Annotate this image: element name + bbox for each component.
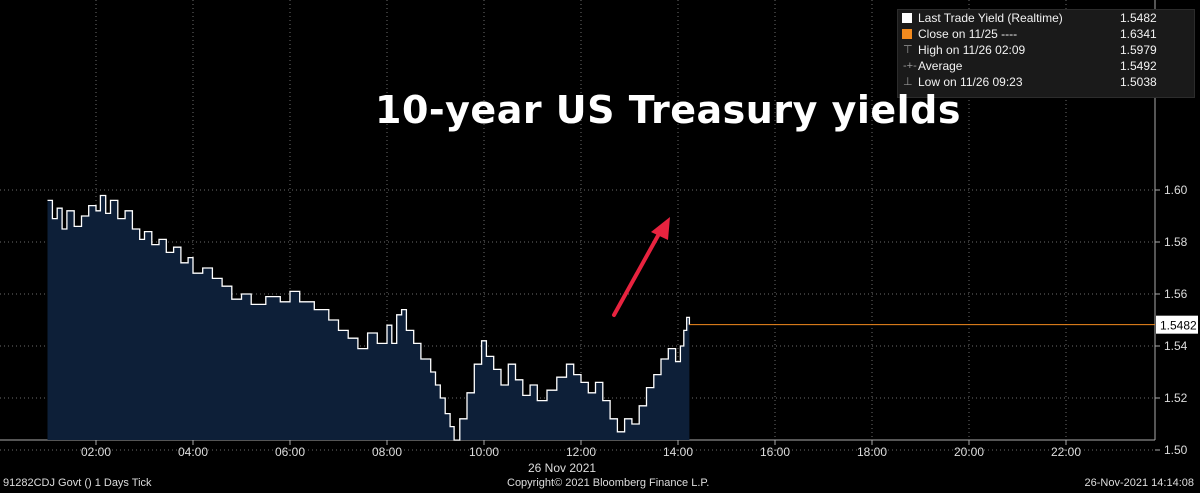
legend-label: Last Trade Yield (Realtime) [918, 11, 1063, 25]
legend-item-close: Close on 11/25 ---- 1.6341 [898, 26, 1194, 42]
legend-value: 1.5492 [1120, 59, 1157, 73]
x-tick-label: 06:00 [275, 445, 305, 459]
x-tick-label: 16:00 [760, 445, 790, 459]
x-tick-label: 14:00 [663, 445, 693, 459]
y-axis: 1.50 1.52 1.54 1.56 1.58 1.60 [1155, 183, 1188, 457]
x-tick-label: 04:00 [178, 445, 208, 459]
arrow-head [651, 217, 670, 240]
legend-value: 1.5038 [1120, 75, 1157, 89]
x-tick-label: 18:00 [857, 445, 887, 459]
x-tick-label: 20:00 [954, 445, 984, 459]
timestamp: 26-Nov-2021 14:14:08 [1084, 477, 1194, 489]
x-axis-date-label: 26 Nov 2021 [528, 461, 597, 475]
last-value-badge-bg [1156, 315, 1198, 334]
white-square-icon [902, 13, 912, 23]
x-tick-label: 12:00 [566, 445, 596, 459]
legend-label: Low on 11/26 09:23 [918, 75, 1023, 89]
high-marker-icon: ⊤ [903, 44, 913, 56]
low-marker-icon: ⊥ [903, 76, 913, 88]
x-tick-label: 10:00 [469, 445, 499, 459]
x-tick-label: 22:00 [1051, 445, 1081, 459]
legend-item-high: ⊤ High on 11/26 02:09 1.5979 [898, 42, 1194, 58]
legend-item-last: Last Trade Yield (Realtime) 1.5482 [898, 10, 1194, 26]
security-description: 91282CDJ Govt () 1 Days Tick [3, 477, 152, 489]
copyright-text: Copyright© 2021 Bloomberg Finance L.P. [507, 477, 710, 489]
y-tick-label: 1.58 [1164, 235, 1188, 249]
last-value-badge: 1.5482 [1156, 315, 1198, 334]
x-axis: 02:00 04:00 06:00 08:00 10:00 12:00 14:00 16:00… [81, 440, 1081, 459]
legend-value: 1.6341 [1120, 27, 1157, 41]
y-tick-label: 1.54 [1164, 339, 1188, 353]
yield-line [47, 194, 691, 441]
legend-item-average: -+- Average 1.5492 [898, 58, 1194, 74]
arrow-shaft [612, 230, 662, 317]
legend-item-low: ⊥ Low on 11/26 09:23 1.5038 [898, 74, 1194, 90]
legend-label: Close on 11/25 ---- [918, 27, 1018, 41]
legend-label: Average [918, 59, 963, 73]
legend-value: 1.5979 [1120, 43, 1157, 57]
legend-box: Last Trade Yield (Realtime) 1.5482 Close… [897, 9, 1195, 98]
chart-headline: 10-year US Treasury yields [375, 88, 961, 132]
legend-value: 1.5482 [1120, 11, 1157, 25]
orange-square-icon [902, 29, 912, 39]
y-tick-label: 1.60 [1164, 183, 1188, 197]
y-tick-label: 1.52 [1164, 391, 1188, 405]
y-tick-label: 1.50 [1164, 443, 1188, 457]
legend-label: High on 11/26 02:09 [918, 43, 1026, 57]
last-value-badge-text: 1.5482 [1160, 319, 1197, 333]
yield-area-fill [47, 195, 690, 441]
average-marker-icon: -+- [903, 60, 917, 72]
y-tick-label: 1.56 [1164, 287, 1188, 301]
x-tick-label: 08:00 [372, 445, 402, 459]
red-arrow-icon [612, 217, 670, 317]
x-tick-label: 02:00 [81, 445, 111, 459]
